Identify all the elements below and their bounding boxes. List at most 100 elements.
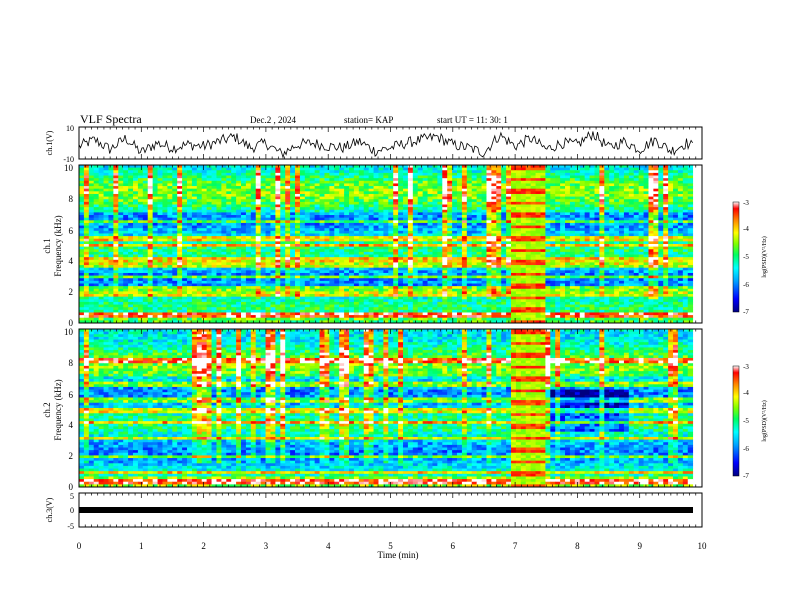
spectrogram-cell	[531, 202, 536, 205]
spectrogram-cell	[320, 215, 325, 218]
spectrogram-cell	[349, 170, 354, 173]
spectrogram-cell	[261, 202, 266, 205]
spectrogram-cell	[133, 220, 138, 223]
spectrogram-cell	[104, 191, 109, 194]
spectrogram-cell	[432, 207, 437, 210]
spectrogram-cell	[315, 265, 320, 268]
spectrogram-cell	[359, 186, 364, 189]
spectrogram-cell	[99, 223, 104, 226]
spectrogram-cell	[413, 186, 418, 189]
spectrogram-cell	[378, 241, 383, 244]
spectrogram-cell	[639, 247, 644, 250]
spectrogram-cell	[599, 178, 604, 181]
spectrogram-cell	[619, 183, 624, 186]
spectrogram-cell	[128, 268, 133, 271]
spectrogram-cell	[678, 220, 683, 223]
spectrogram-cell	[197, 223, 202, 226]
spectrogram-cell	[413, 220, 418, 223]
spectrogram-cell	[540, 260, 545, 263]
spectrogram-cell	[482, 249, 487, 252]
spectrogram-cell	[398, 226, 403, 229]
spectrogram-cell	[531, 168, 536, 171]
spectrogram-cell	[104, 194, 109, 197]
spectrogram-cell	[526, 228, 531, 231]
spectrogram-cell	[349, 215, 354, 218]
spectrogram-cell	[329, 194, 334, 197]
spectrogram-cell	[550, 168, 555, 171]
spectrogram-cell	[369, 255, 374, 258]
vlf-spectra-figure: VLF Spectra Dec.2 , 2024 station= KAP st…	[0, 0, 792, 612]
spectrogram-cell	[472, 252, 477, 255]
spectrogram-cell	[359, 178, 364, 181]
spectrogram-cell	[79, 226, 84, 229]
spectrogram-cell	[305, 236, 310, 239]
spectrogram-cell	[285, 257, 290, 260]
spectrogram-cell	[658, 228, 663, 231]
spectrogram-cell	[226, 212, 231, 215]
spectrogram-cell	[226, 226, 231, 229]
spectrogram-cell	[374, 212, 379, 215]
spectrogram-cell	[398, 265, 403, 268]
spectrogram-cell	[516, 183, 521, 186]
spectrogram-cell	[472, 255, 477, 258]
spectrogram-cell	[187, 173, 192, 176]
spectrogram-cell	[99, 236, 104, 239]
spectrogram-cell	[241, 228, 246, 231]
spectrogram-cell	[477, 260, 482, 263]
spectrogram-cell	[369, 173, 374, 176]
spectrogram-cell	[241, 173, 246, 176]
spectrogram-cell	[511, 220, 516, 223]
spectrogram-cell	[364, 191, 369, 194]
spectrogram-cell	[256, 260, 261, 263]
spectrogram-cell	[383, 236, 388, 239]
spectrogram-cell	[550, 181, 555, 184]
spectrogram-cell	[133, 202, 138, 205]
spectrogram-cell	[590, 197, 595, 200]
spectrogram-cell	[658, 233, 663, 236]
spectrogram-cell	[128, 226, 133, 229]
spectrogram-cell	[108, 260, 113, 263]
spectrogram-cell	[501, 183, 506, 186]
spectrogram-cell	[663, 244, 668, 247]
spectrogram-cell	[295, 231, 300, 234]
spectrogram-cell	[177, 239, 182, 242]
spectrogram-cell	[221, 241, 226, 244]
spectrogram-cell	[565, 178, 570, 181]
spectrogram-cell	[94, 255, 99, 258]
spectrogram-cell	[536, 168, 541, 171]
spectrogram-cell	[560, 205, 565, 208]
spectrogram-cell	[89, 220, 94, 223]
spectrogram-cell	[104, 252, 109, 255]
spectrogram-cell	[482, 262, 487, 265]
spectrogram-cell	[423, 220, 428, 223]
spectrogram-cell	[256, 244, 261, 247]
spectrogram-cell	[482, 176, 487, 179]
spectrogram-cell	[624, 202, 629, 205]
spectrogram-cell	[275, 252, 280, 255]
spectrogram-cell	[182, 189, 187, 192]
spectrogram-cell	[285, 178, 290, 181]
spectrogram-cell	[123, 228, 128, 231]
spectrogram-cell	[452, 176, 457, 179]
spectrogram-cell	[462, 186, 467, 189]
spectrogram-cell	[310, 194, 315, 197]
spectrogram-cell	[663, 257, 668, 260]
spectrogram-cell	[162, 239, 167, 242]
spectrogram-cell	[403, 265, 408, 268]
spectrogram-cell	[575, 239, 580, 242]
spectrogram-cell	[285, 244, 290, 247]
spectrogram-cell	[585, 239, 590, 242]
spectrogram-cell	[648, 181, 653, 184]
spectrogram-cell	[560, 194, 565, 197]
spectrogram-cell	[202, 241, 207, 244]
spectrogram-cell	[663, 186, 668, 189]
spectrogram-cell	[491, 197, 496, 200]
spectrogram-cell	[653, 191, 658, 194]
spectrogram-cell	[658, 178, 663, 181]
spectrogram-cell	[221, 215, 226, 218]
spectrogram-cell	[251, 265, 256, 268]
spectrogram-cell	[491, 255, 496, 258]
spectrogram-cell	[408, 194, 413, 197]
spectrogram-cell	[403, 223, 408, 226]
spectrogram-cell	[104, 178, 109, 181]
